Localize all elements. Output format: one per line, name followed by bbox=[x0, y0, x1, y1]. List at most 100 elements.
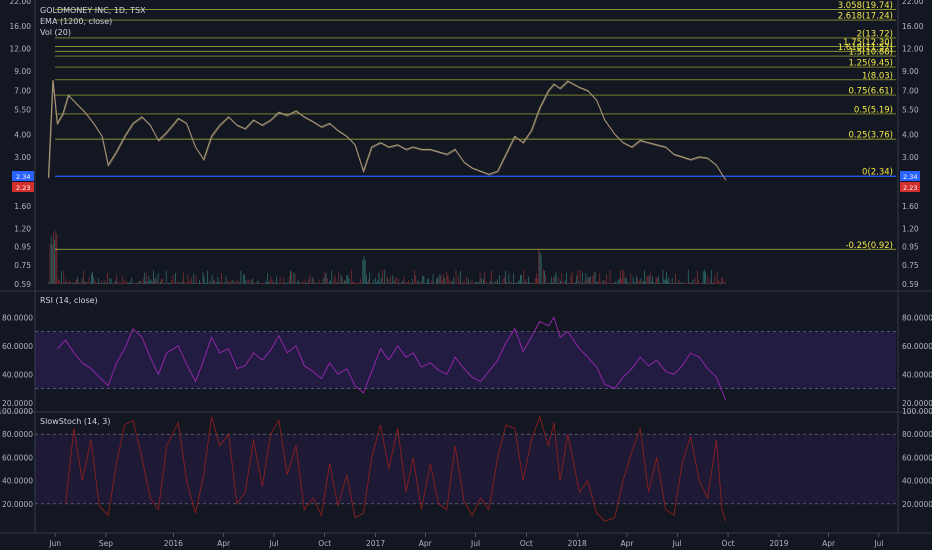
volume-bar bbox=[392, 275, 394, 284]
volume-bar bbox=[227, 281, 229, 284]
volume-bar bbox=[393, 281, 395, 284]
volume-bar bbox=[230, 282, 231, 284]
rsi-tick-left-0: 80.0000 bbox=[2, 313, 33, 322]
volume-bar bbox=[294, 273, 296, 284]
volume-bar bbox=[531, 283, 533, 284]
volume-bar bbox=[58, 280, 60, 284]
price-line-shadow bbox=[48, 81, 727, 182]
base-price-badge-right: 2.34 bbox=[900, 171, 920, 181]
volume-bar bbox=[699, 283, 701, 284]
volume-bar bbox=[592, 276, 594, 284]
volume-bar bbox=[334, 275, 336, 284]
volume-bar bbox=[620, 270, 621, 284]
volume-bar bbox=[189, 282, 191, 284]
volume-bar bbox=[553, 277, 555, 284]
volume-bar bbox=[321, 283, 322, 284]
volume-bar bbox=[56, 234, 58, 284]
volume-bar bbox=[239, 281, 241, 284]
volume-bar bbox=[712, 283, 713, 284]
volume-bar bbox=[679, 282, 681, 284]
volume-bar bbox=[219, 281, 221, 284]
fib-label-2: 2(13.72) bbox=[857, 29, 893, 39]
volume-bar bbox=[704, 269, 705, 284]
volume-bar bbox=[525, 279, 527, 284]
volume-bar bbox=[514, 283, 515, 284]
price-tick-right-5: 5.50 bbox=[902, 105, 919, 114]
volume-bar bbox=[270, 276, 272, 284]
volume-bar bbox=[614, 282, 616, 284]
volume-bar bbox=[301, 282, 303, 284]
volume-bar bbox=[242, 274, 244, 284]
volume-bar bbox=[518, 280, 520, 284]
volume-bar bbox=[626, 281, 628, 284]
volume-bar bbox=[148, 276, 150, 284]
volume-bar bbox=[63, 270, 65, 284]
volume-bar bbox=[547, 282, 549, 284]
volume-bar bbox=[353, 282, 354, 284]
volume-bar bbox=[287, 281, 289, 284]
volume-bar bbox=[537, 278, 538, 284]
rsi-tick-right-3: 20.0000 bbox=[902, 399, 932, 408]
volume-bar bbox=[317, 282, 319, 284]
price-tick-left-10: 1.60 bbox=[14, 202, 31, 211]
volume-bar bbox=[465, 276, 467, 284]
volume-bar bbox=[663, 279, 665, 284]
volume-bar bbox=[360, 278, 361, 284]
volume-bar bbox=[143, 272, 145, 284]
volume-bar bbox=[653, 283, 655, 284]
volume-bar bbox=[88, 277, 90, 284]
volume-bar bbox=[515, 282, 517, 284]
volume-bar bbox=[111, 282, 113, 284]
volume-bar bbox=[281, 283, 283, 284]
volume-bar bbox=[258, 283, 260, 284]
volume-bar bbox=[290, 270, 291, 284]
volume-bar bbox=[433, 282, 435, 284]
volume-bar bbox=[715, 283, 717, 284]
volume-bar bbox=[462, 282, 464, 284]
volume-bar bbox=[249, 282, 251, 284]
volume-bar bbox=[594, 271, 596, 284]
volume-bar bbox=[580, 283, 582, 284]
volume-bar bbox=[74, 281, 76, 284]
volume-bar bbox=[176, 283, 177, 284]
volume-bar bbox=[498, 283, 499, 284]
volume-bar bbox=[622, 269, 624, 284]
volume-bar bbox=[119, 283, 121, 284]
volume-bar bbox=[326, 278, 328, 284]
rsi-tick-right-0: 80.0000 bbox=[902, 313, 932, 322]
volume-bar bbox=[469, 282, 471, 284]
price-tick-left-5: 5.50 bbox=[14, 105, 31, 114]
volume-bar bbox=[717, 280, 719, 284]
volume-bar bbox=[86, 281, 88, 284]
volume-bar bbox=[577, 270, 579, 284]
ema-legend: EMA (1200, close) bbox=[40, 17, 112, 26]
volume-bar bbox=[544, 270, 545, 284]
volume-bar bbox=[322, 283, 323, 284]
volume-bar bbox=[344, 280, 345, 284]
volume-bar bbox=[532, 282, 534, 284]
volume-bar bbox=[448, 279, 450, 284]
price-tick-right-4: 7.00 bbox=[902, 87, 919, 96]
volume-bar bbox=[347, 274, 349, 284]
price-tick-right-14: 0.59 bbox=[902, 280, 919, 289]
volume-bar bbox=[672, 283, 674, 284]
volume-bar bbox=[127, 283, 129, 284]
volume-bar bbox=[147, 281, 149, 284]
price-tick-right-0: 22.00 bbox=[902, 0, 924, 6]
fib-label-4: 1.618(11.57) bbox=[838, 43, 893, 53]
volume-bar bbox=[700, 283, 702, 284]
volume-bar bbox=[430, 283, 432, 284]
volume-bar bbox=[452, 281, 453, 284]
volume-bar bbox=[463, 280, 465, 284]
volume-bar bbox=[198, 283, 199, 284]
volume-bar bbox=[554, 275, 556, 284]
volume-bar bbox=[692, 279, 694, 284]
volume-bar bbox=[307, 282, 308, 284]
volume-bar bbox=[630, 273, 632, 284]
volume-bar bbox=[115, 280, 116, 284]
volume-bar bbox=[606, 274, 607, 284]
volume-bar bbox=[545, 274, 547, 284]
volume-bar bbox=[405, 282, 406, 284]
volume-bar bbox=[449, 281, 451, 284]
volume-bar bbox=[256, 281, 258, 284]
